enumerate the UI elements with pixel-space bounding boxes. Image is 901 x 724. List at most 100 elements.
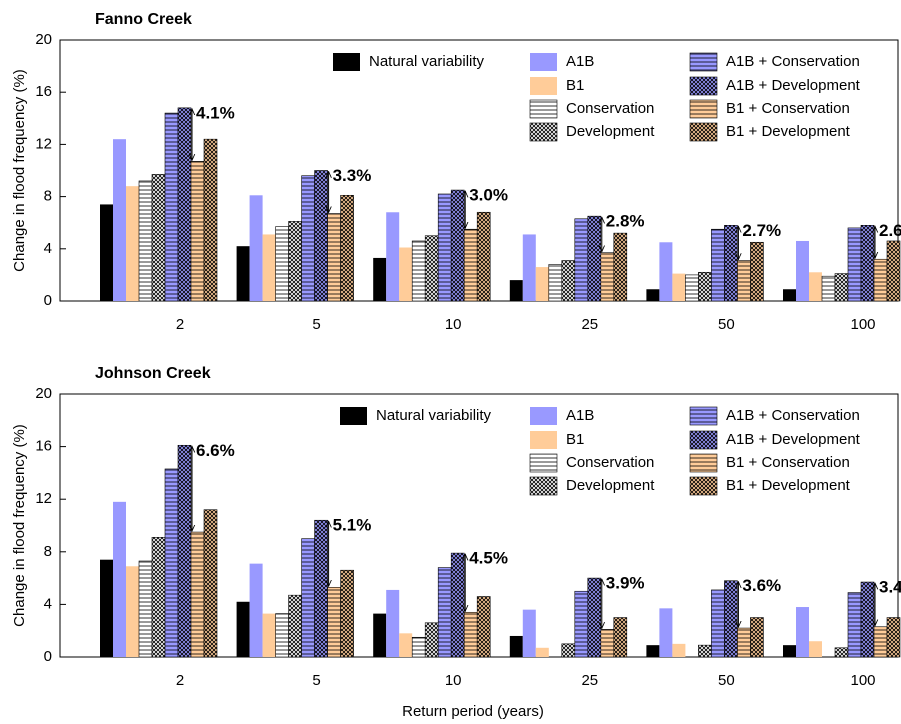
legend-label: B1	[566, 431, 584, 448]
bar	[724, 580, 738, 658]
legend-swatch	[689, 122, 718, 142]
bar	[834, 647, 849, 658]
legend-label: Natural variability	[376, 407, 492, 424]
bar	[399, 633, 413, 657]
legend-label: Conservation	[566, 454, 654, 471]
bar	[151, 537, 166, 658]
bar	[659, 242, 673, 301]
bar	[613, 232, 628, 302]
bar	[672, 643, 686, 657]
bar	[203, 138, 218, 302]
y-tick-label: 0	[44, 648, 52, 665]
bar	[672, 273, 686, 301]
difference-label: 3.0%	[469, 186, 508, 205]
legend-label: A1B	[566, 53, 594, 70]
bar	[126, 186, 139, 301]
legend-label: Development	[566, 477, 655, 494]
legend-label: Conservation	[566, 100, 654, 117]
x-tick-label: 100	[850, 672, 875, 689]
legend-label: B1	[566, 77, 584, 94]
y-tick-label: 16	[35, 438, 52, 455]
bar	[203, 509, 218, 658]
bar	[600, 629, 615, 658]
difference-label: 3.9%	[606, 574, 645, 593]
legend-swatch	[689, 52, 718, 72]
x-tick-label: 2	[176, 316, 184, 333]
bar	[646, 645, 660, 657]
bar	[847, 592, 862, 658]
bar	[646, 289, 660, 301]
legend-swatch	[529, 122, 558, 142]
x-tick-label: 25	[581, 316, 598, 333]
y-axis-label: Change in flood frequency (%)	[11, 424, 28, 627]
bar	[249, 563, 263, 657]
bar	[151, 174, 166, 302]
difference-label: 4.5%	[469, 549, 508, 568]
bar	[574, 218, 589, 302]
bar	[288, 594, 302, 658]
bar	[685, 274, 699, 302]
bar	[190, 531, 205, 658]
bar	[509, 280, 523, 301]
bar	[463, 228, 478, 302]
x-tick-label: 5	[312, 316, 320, 333]
bar	[411, 636, 426, 658]
bar	[463, 611, 478, 658]
legend-label: A1B + Development	[726, 77, 861, 94]
y-tick-label: 16	[35, 83, 52, 100]
bar	[561, 260, 576, 302]
bar	[164, 112, 179, 302]
bar	[587, 577, 602, 658]
bar	[522, 609, 536, 657]
panel-title: Johnson Creek	[95, 365, 211, 382]
bar	[809, 641, 822, 657]
bar	[750, 617, 764, 658]
bar	[275, 613, 289, 658]
bar	[275, 226, 289, 302]
legend-swatch	[529, 476, 558, 496]
legend-swatch	[530, 77, 557, 95]
bar	[236, 601, 250, 657]
bar	[386, 589, 400, 657]
bar	[314, 170, 328, 302]
legend-swatch	[529, 99, 558, 119]
bar	[373, 613, 387, 657]
difference-label: 5.1%	[333, 516, 372, 535]
y-tick-label: 12	[35, 135, 52, 152]
y-tick-label: 4	[44, 595, 52, 612]
bar	[327, 587, 341, 658]
bar	[126, 566, 139, 657]
bar	[860, 581, 875, 658]
x-tick-label: 50	[718, 672, 735, 689]
bar	[190, 161, 205, 302]
bar	[809, 272, 822, 301]
bar	[561, 643, 576, 658]
bar	[340, 569, 354, 658]
legend-label: A1B	[566, 407, 594, 424]
bar	[783, 645, 796, 657]
bar	[847, 227, 862, 302]
bar	[613, 617, 628, 658]
y-axis-label: Change in flood frequency (%)	[11, 69, 28, 272]
legend-swatch	[689, 476, 718, 496]
bar	[737, 260, 751, 302]
bar	[535, 647, 549, 657]
legend-swatch	[530, 431, 557, 449]
bar	[100, 204, 113, 301]
bar	[301, 538, 315, 658]
bar	[860, 225, 875, 302]
y-tick-label: 0	[44, 292, 52, 309]
bar	[711, 228, 725, 302]
y-tick-label: 8	[44, 543, 52, 560]
x-tick-label: 10	[445, 316, 462, 333]
bar	[711, 589, 725, 658]
y-tick-label: 20	[35, 31, 52, 48]
bar	[386, 212, 400, 301]
legend-label: B1 + Conservation	[726, 100, 850, 117]
bar	[783, 289, 796, 301]
difference-label: 6.6%	[196, 441, 235, 460]
bar	[509, 635, 523, 657]
bar	[476, 596, 491, 658]
legend-label: B1 + Development	[726, 477, 851, 494]
bar	[424, 622, 439, 658]
